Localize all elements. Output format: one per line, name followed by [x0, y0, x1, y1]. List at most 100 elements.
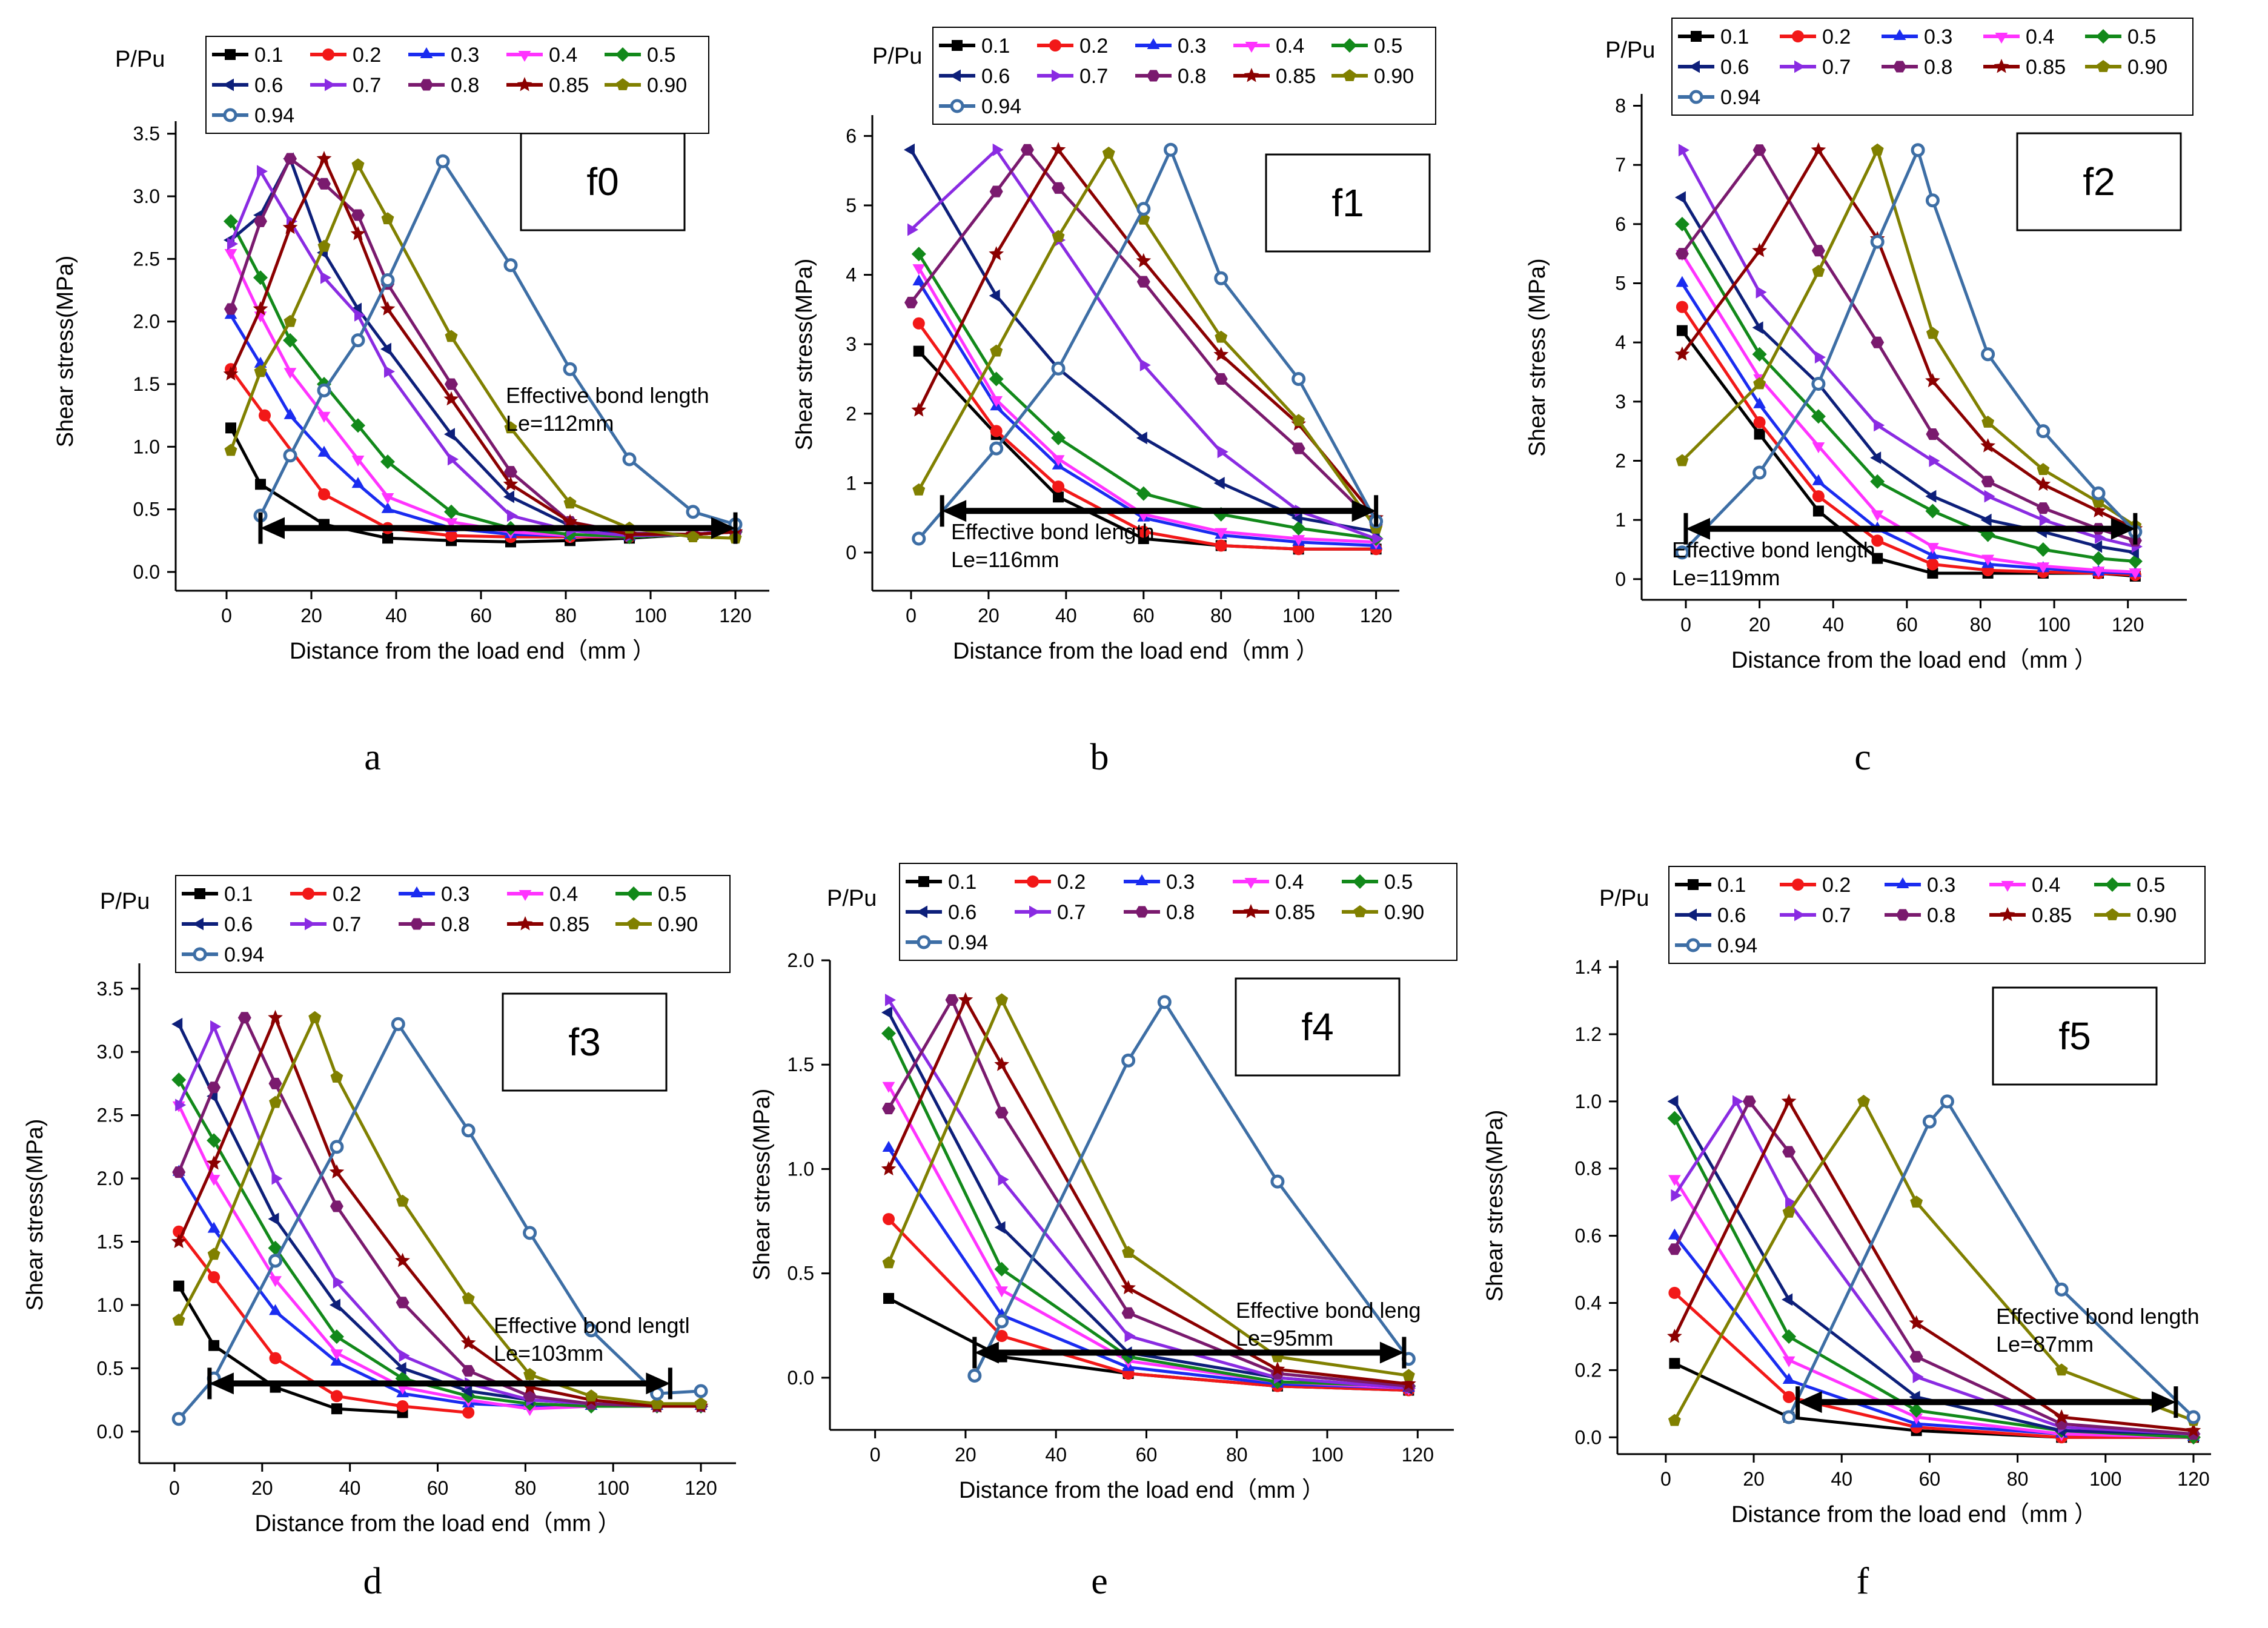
annotation-length: Le=116mm [951, 547, 1059, 572]
axes-e [829, 960, 1454, 1431]
data-point [380, 342, 391, 356]
x-tick-label: 40 [339, 1477, 361, 1499]
x-tick-label: 0 [1660, 1468, 1671, 1490]
data-point [1402, 1369, 1415, 1381]
series-0.7 [1671, 1095, 2201, 1441]
series-0.1 [173, 1280, 408, 1418]
data-point [882, 1256, 895, 1269]
data-point [562, 514, 578, 528]
legend-item: 0.6 [939, 65, 1010, 88]
data-point [1215, 539, 1227, 552]
data-point [2091, 551, 2106, 566]
data-point [995, 1286, 1008, 1298]
series-0.94 [967, 995, 1416, 1383]
data-point [1121, 1280, 1136, 1295]
data-point [1912, 1371, 1924, 1383]
legend-item: 0.90 [2085, 56, 2167, 79]
data-point [1136, 202, 1151, 216]
data-point [523, 1226, 537, 1240]
data-point [1927, 568, 1938, 579]
x-tick-label: 120 [685, 1477, 717, 1499]
legend-label: 0.1 [224, 883, 253, 906]
legend-marker [1893, 61, 1906, 73]
data-point [1812, 474, 1825, 485]
data-point [1756, 285, 1767, 299]
data-point [1909, 1403, 1924, 1418]
data-point [1814, 351, 1826, 364]
chart-f-svg: 0 20 40 60 80 100 120 0.0 0.2 0.4 0.6 0.8 1.0 1.2 1.4 D… [1482, 866, 2211, 1527]
data-point [1871, 534, 1884, 547]
data-point [284, 153, 297, 165]
data-point [523, 1390, 537, 1402]
y-tick-label: 2 [846, 403, 857, 425]
data-point [391, 1017, 405, 1031]
legend-item: 0.2 [310, 44, 381, 67]
legend-marker [322, 48, 334, 61]
legend-item: 0.4 [507, 883, 578, 906]
inset-label: f3 [568, 1020, 600, 1064]
legend-item: 0.8 [408, 74, 479, 97]
bond-length-arrow [1683, 513, 2138, 545]
data-point [522, 1379, 537, 1394]
series-0.5 [881, 1026, 1416, 1394]
data-point [1871, 336, 1885, 348]
data-point [2035, 542, 2051, 557]
legend-title: P/Pu [115, 47, 165, 72]
legend-marker [626, 886, 641, 901]
legend-marker [1794, 908, 1805, 922]
legend-item: 0.5 [615, 883, 686, 906]
data-point [1668, 1414, 1681, 1426]
data-point [1674, 191, 1686, 204]
data-point [1754, 428, 1765, 440]
data-point [269, 1276, 282, 1287]
legend-marker [420, 79, 433, 91]
data-point [1668, 1228, 1681, 1240]
chart-b-svg: 0 20 40 60 80 100 120 0 1 2 3 4 5 6 Distance from the … [792, 27, 1436, 664]
legend-marker [225, 49, 236, 60]
inset-label: f1 [1331, 181, 1364, 225]
legend-item: 0.4 [1233, 871, 1304, 894]
data-point [2091, 486, 2106, 500]
legend-item: 0.1 [1678, 25, 1749, 48]
data-point [1871, 510, 1884, 522]
y-tick-label: 3.5 [97, 978, 124, 1000]
legend-label: 0.90 [647, 74, 687, 97]
data-point [1812, 265, 1825, 277]
data-point [694, 1384, 708, 1398]
data-point [268, 1254, 283, 1268]
legend-label: 0.8 [451, 74, 479, 97]
data-point [380, 273, 395, 287]
legend-marker [2106, 908, 2119, 920]
legend-item: 0.8 [1882, 56, 1952, 79]
data-point [1812, 490, 1825, 503]
x-tick-label: 0 [221, 605, 232, 626]
data-point [254, 365, 267, 377]
data-point [1674, 346, 1690, 361]
data-point [1667, 1095, 1679, 1108]
legend-label: 0.1 [1720, 25, 1749, 48]
data-point [317, 445, 331, 457]
annotation-title: Effective bond length [1672, 537, 1875, 562]
data-point [1981, 554, 1994, 566]
data-point [881, 1161, 897, 1175]
legend-marker [2001, 881, 2014, 892]
data-point [2054, 1409, 2069, 1424]
data-point [224, 214, 238, 229]
annotation-length: Le=95mm [1236, 1326, 1333, 1351]
series-0.85 [1667, 1093, 2201, 1437]
data-point [2091, 503, 2106, 517]
legend-item: 0.7 [1037, 65, 1108, 88]
legend-label: 0.2 [1822, 874, 1851, 897]
legend-marker [223, 78, 234, 91]
data-point [399, 1349, 410, 1362]
legend-label: 0.5 [1374, 35, 1402, 58]
data-point [1870, 474, 1885, 489]
data-point [308, 1011, 322, 1023]
legend-marker [410, 918, 423, 930]
legend-marker [1689, 60, 1700, 73]
data-point [989, 289, 1000, 302]
x-tick-label: 120 [2112, 614, 2144, 636]
data-point [1668, 1175, 1681, 1186]
y-tick-label: 1 [846, 472, 857, 494]
data-point [1857, 1094, 1870, 1107]
